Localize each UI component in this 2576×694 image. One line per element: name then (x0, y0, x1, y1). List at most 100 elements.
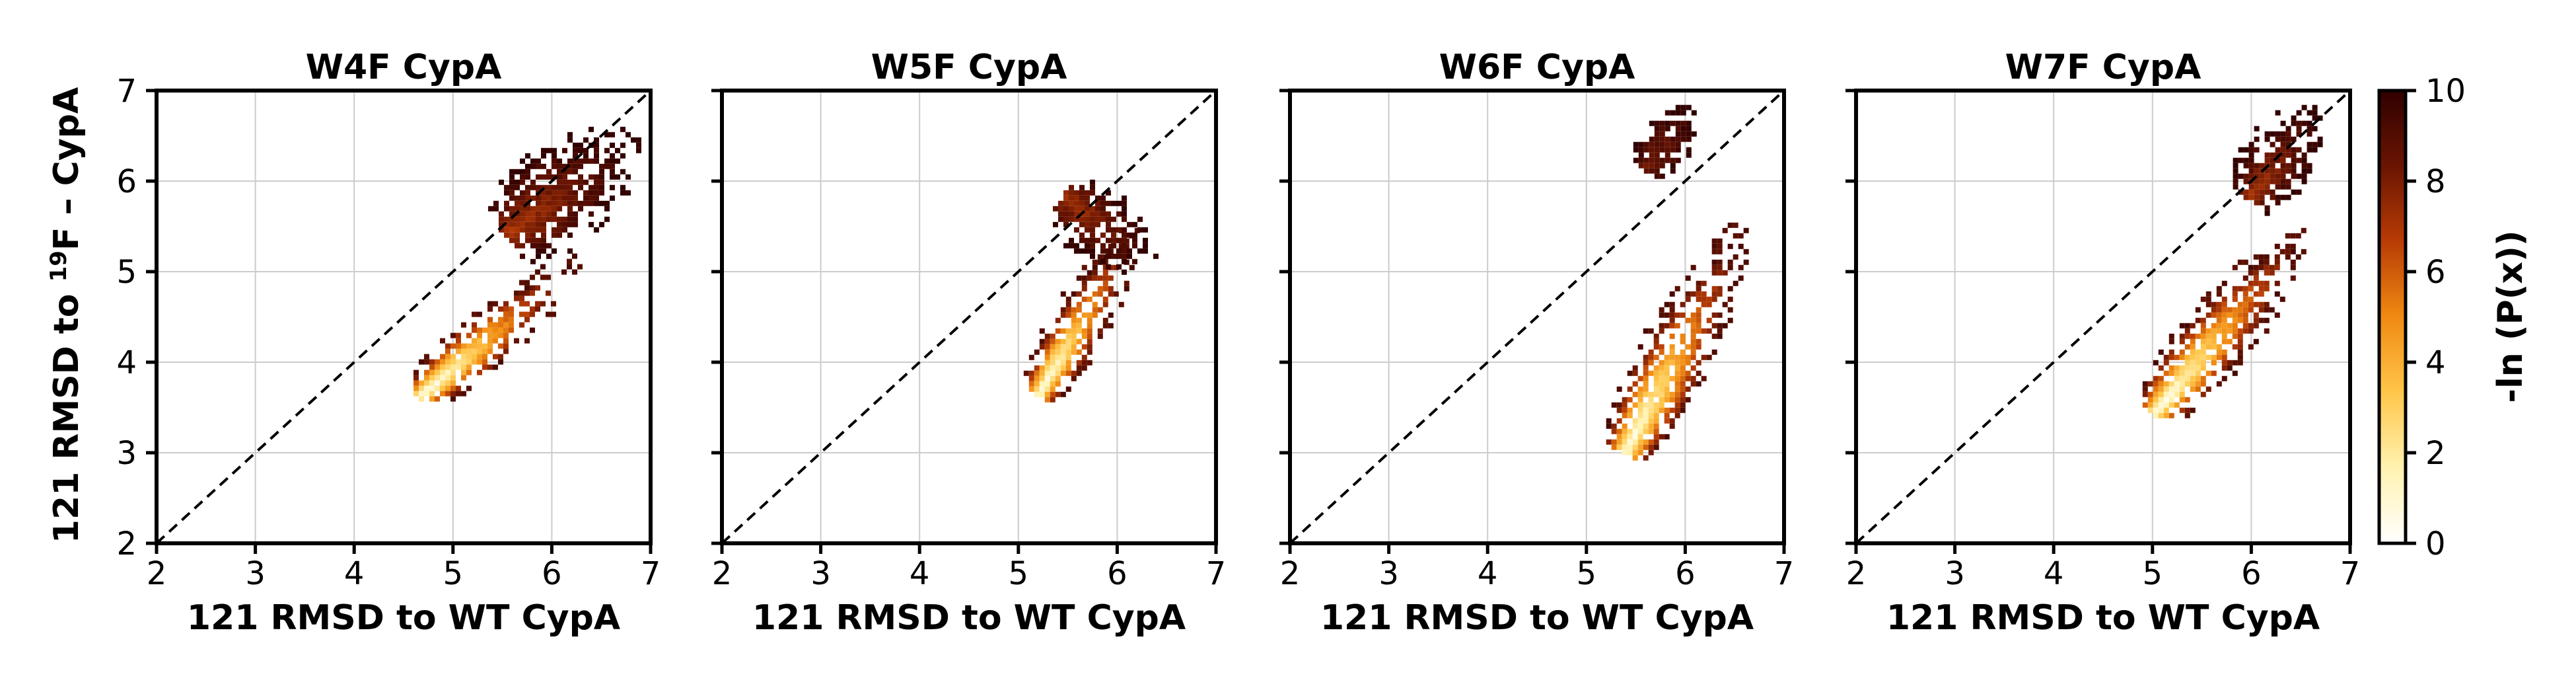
density-cell (573, 163, 578, 169)
density-cell (2184, 360, 2190, 366)
density-cell (2243, 173, 2249, 179)
density-cell (1085, 243, 1090, 249)
density-cell (445, 348, 450, 354)
density-cell (536, 174, 541, 180)
density-cell (2248, 152, 2254, 158)
density-cell (2259, 163, 2265, 169)
density-cell (1102, 280, 1108, 286)
density-cell (567, 158, 573, 164)
density-cell (1643, 370, 1649, 376)
density-cell (1058, 216, 1063, 222)
density-cell (493, 327, 498, 333)
y-tick-label: 7 (116, 73, 137, 110)
density-cell (1643, 168, 1649, 174)
density-cell (1670, 141, 1676, 147)
density-cell (429, 375, 435, 381)
density-cell (2158, 407, 2164, 413)
density-cell (1087, 344, 1092, 350)
density-cell (1076, 365, 1082, 371)
density-cell (2296, 120, 2302, 126)
density-cell (1095, 216, 1100, 222)
density-cell (499, 216, 504, 222)
density-cell (2216, 301, 2222, 307)
density-cell (1690, 317, 1696, 323)
density-cell (2307, 110, 2312, 116)
density-cell (541, 211, 546, 217)
density-cell (1727, 286, 1733, 291)
density-cell (2227, 360, 2233, 366)
density-cell (626, 174, 631, 180)
density-cell (1122, 216, 1127, 222)
density-cell (2163, 402, 2169, 408)
density-cell (2264, 307, 2270, 313)
density-cell (2285, 184, 2291, 190)
density-cell (536, 216, 541, 222)
density-cell (1081, 344, 1087, 350)
density-cell (578, 142, 583, 148)
density-cell (1686, 104, 1692, 110)
density-cell (1643, 386, 1649, 392)
density-cell (1733, 222, 1738, 228)
density-cell (583, 190, 589, 196)
density-cell (487, 343, 493, 349)
density-cell (589, 184, 594, 190)
density-cell (515, 184, 520, 190)
density-cell (1733, 254, 1738, 260)
density-cell (1649, 157, 1655, 163)
density-cell (1706, 296, 1712, 302)
density-cell (589, 211, 594, 217)
density-cell (2179, 349, 2185, 355)
density-cell (2221, 296, 2227, 302)
density-cell (2163, 354, 2169, 360)
density-cell (530, 206, 536, 212)
density-cell (557, 200, 562, 206)
density-cell (2253, 291, 2259, 297)
density-cell (2190, 370, 2196, 376)
density-cell (2274, 291, 2280, 297)
density-cell (2280, 184, 2286, 190)
density-cell (1611, 402, 1617, 408)
density-cell (1690, 312, 1696, 318)
density-cell (1643, 163, 1649, 169)
density-cell (1034, 381, 1040, 387)
density-cell (530, 179, 536, 185)
density-cell (1696, 381, 1701, 387)
density-cell (1711, 259, 1717, 265)
density-cell (1654, 168, 1660, 174)
density-cell (1632, 439, 1638, 445)
density-cell (541, 248, 546, 254)
density-cell (1653, 444, 1659, 450)
density-cell (594, 227, 599, 233)
density-cell (1654, 147, 1660, 153)
density-cell (1060, 370, 1066, 376)
density-cell (2158, 375, 2164, 381)
density-cell (1074, 248, 1079, 254)
density-cell (1664, 418, 1670, 424)
density-cell (567, 179, 573, 185)
density-cell (2264, 264, 2270, 270)
density-cell (1649, 141, 1655, 147)
density-cell (1696, 328, 1701, 334)
density-cell (615, 174, 620, 180)
density-cell (1090, 237, 1095, 243)
density-cell (1659, 375, 1664, 381)
density-cell (2301, 249, 2307, 254)
density-cell (1060, 307, 1066, 313)
density-cell (429, 391, 435, 397)
density-cell (2200, 333, 2206, 339)
density-cell (1680, 126, 1686, 132)
density-cell (1085, 195, 1090, 201)
density-cell (1659, 397, 1664, 403)
density-cell (2301, 173, 2307, 179)
density-cell (2200, 338, 2206, 344)
density-cell (1100, 206, 1106, 212)
density-cell (1069, 195, 1074, 201)
density-cell (620, 126, 626, 132)
density-cell (2163, 412, 2169, 418)
density-cell (2190, 333, 2196, 339)
density-cell (2205, 296, 2211, 302)
density-cell (1627, 397, 1633, 403)
density-cell (2237, 312, 2243, 318)
density-cell (1664, 323, 1670, 328)
density-cell (424, 391, 429, 397)
